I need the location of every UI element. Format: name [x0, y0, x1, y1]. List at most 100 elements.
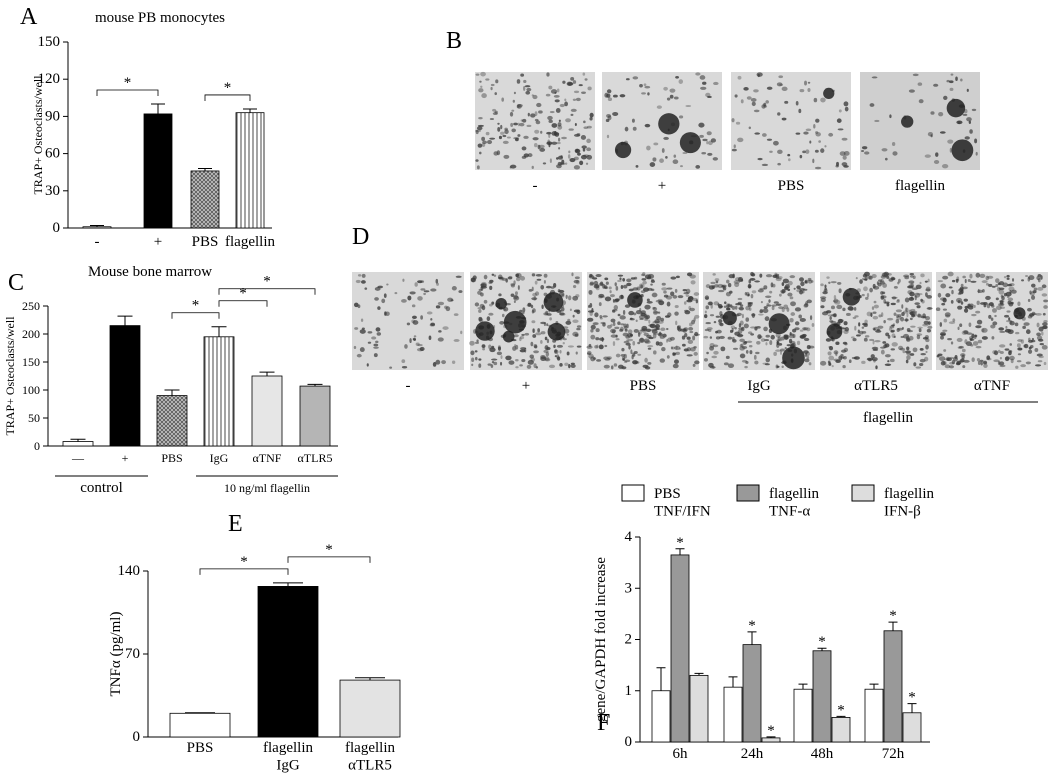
cell [573, 156, 579, 161]
cell [570, 113, 574, 116]
cell [567, 82, 574, 86]
cell [924, 280, 928, 283]
cell [726, 279, 730, 284]
cell [748, 285, 751, 289]
cell [1042, 325, 1048, 330]
cell [900, 316, 905, 322]
cell [572, 98, 577, 101]
cell [587, 317, 594, 322]
cell [622, 358, 625, 361]
cell [644, 357, 648, 363]
cell [804, 358, 810, 363]
cell [663, 136, 669, 140]
cell [746, 96, 752, 100]
cell [671, 346, 676, 350]
cell [872, 340, 875, 345]
cell [527, 112, 530, 117]
significance-bracket [218, 288, 316, 295]
cell [948, 321, 956, 325]
y-tick-label: 1 [625, 683, 633, 699]
cell [503, 154, 510, 159]
cell [709, 366, 716, 369]
cell [804, 280, 807, 284]
cell [905, 359, 909, 364]
cell [580, 135, 587, 140]
cell [987, 275, 994, 279]
cell [813, 124, 816, 129]
cell [631, 118, 635, 123]
cell [477, 307, 483, 310]
bar [299, 385, 331, 447]
cell [880, 312, 884, 317]
cell [482, 140, 488, 144]
error-bar [817, 647, 827, 651]
cell [906, 336, 910, 341]
cell [673, 96, 679, 100]
cell [1036, 332, 1041, 337]
cell [1000, 294, 1004, 298]
cell [520, 347, 527, 350]
cell [911, 287, 919, 291]
cell [733, 144, 736, 149]
cell [790, 301, 796, 307]
cell [917, 82, 923, 86]
y-axis-label: TNFα (pg/ml) [108, 612, 124, 697]
cell [761, 163, 769, 167]
cell [688, 305, 692, 310]
cell [520, 73, 525, 77]
cell [513, 280, 516, 285]
cell [803, 337, 810, 342]
cell [658, 341, 663, 347]
cell [411, 315, 417, 320]
cell [959, 323, 963, 328]
cell [955, 362, 961, 366]
cell [802, 350, 809, 354]
cell [530, 341, 534, 347]
cell [508, 275, 513, 279]
cell [910, 296, 913, 300]
cell [645, 314, 651, 320]
cell [969, 129, 973, 134]
cell [705, 92, 711, 98]
cell [925, 344, 929, 350]
cell [908, 284, 915, 289]
cell [999, 350, 1004, 355]
cell [548, 142, 551, 148]
cell [822, 291, 828, 295]
cell [554, 349, 558, 353]
cell [784, 347, 787, 350]
cell [812, 158, 815, 164]
cell [715, 280, 719, 284]
cell [689, 322, 693, 327]
cell [896, 298, 900, 302]
cell [887, 334, 891, 339]
cell [409, 338, 412, 344]
cell [704, 328, 710, 332]
cell [556, 354, 560, 360]
cell [610, 328, 617, 334]
cell [492, 108, 497, 112]
cell [986, 355, 991, 360]
cell [763, 326, 768, 332]
cell [897, 327, 904, 331]
cell [942, 275, 949, 280]
cell [835, 359, 841, 363]
cell [1037, 273, 1042, 277]
cell [357, 304, 361, 309]
cell [485, 131, 490, 136]
cell [1038, 326, 1044, 332]
cell [739, 353, 746, 359]
cell [647, 361, 652, 365]
cell [765, 274, 773, 278]
osteoclast [475, 321, 495, 341]
cell [589, 273, 593, 278]
cell [655, 299, 662, 303]
cell [628, 344, 631, 350]
cell [500, 361, 503, 366]
cell [356, 353, 362, 358]
cell [360, 318, 364, 322]
osteoclast [722, 310, 737, 326]
cell [926, 294, 932, 299]
cell [1005, 325, 1008, 329]
cell [1025, 361, 1031, 365]
